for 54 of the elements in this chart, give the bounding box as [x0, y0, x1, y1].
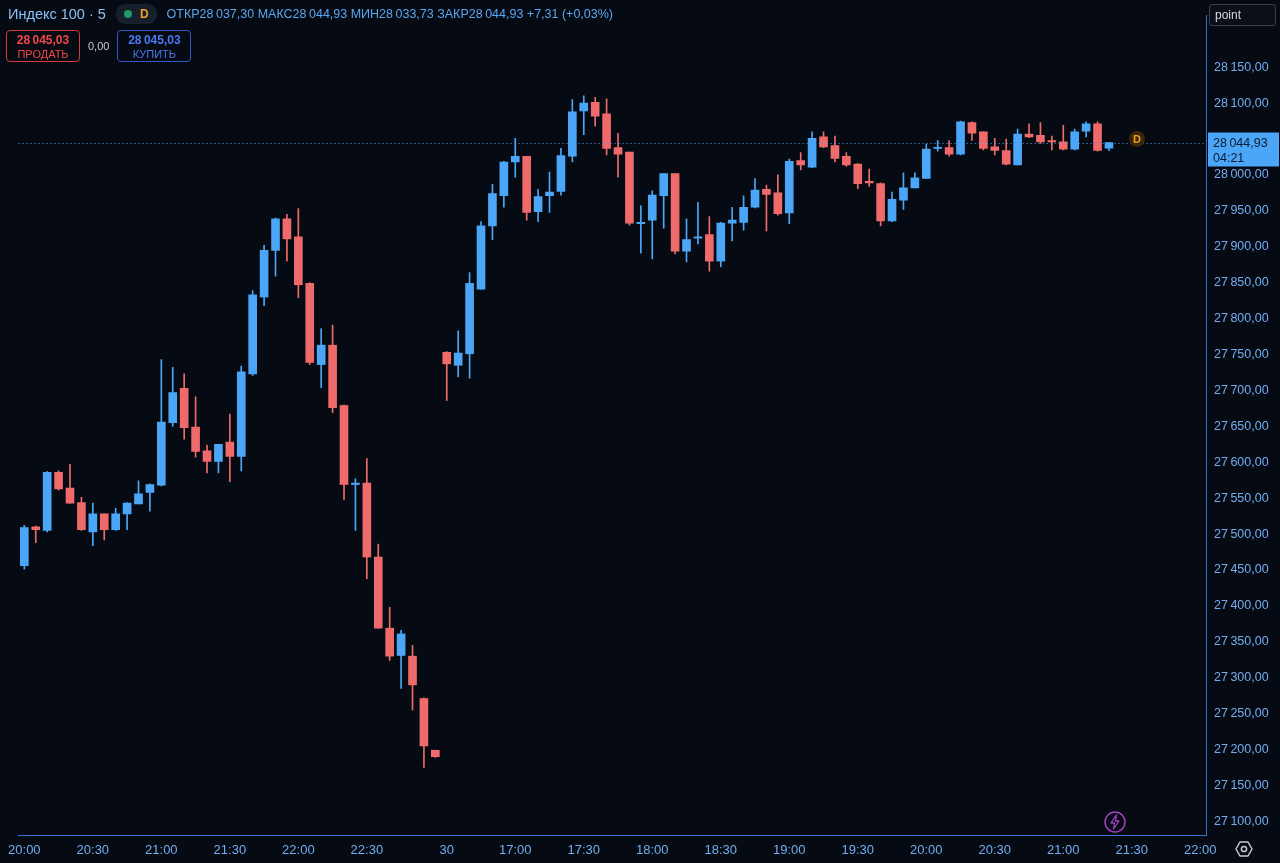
y-tick-label: 27 250,00	[1214, 706, 1269, 721]
x-tick-label: 18:00	[636, 842, 669, 858]
annotation: D	[139, 7, 149, 21]
y-tick-label: 27 950,00	[1214, 203, 1269, 218]
candlestick	[613, 132, 623, 178]
sell-button: 28 045,03 ПРОДАТЬ	[6, 30, 80, 62]
x-tick-label: 19:00	[773, 842, 806, 858]
y-tick-label: 27 650,00	[1214, 418, 1269, 433]
x-tick-label: 20:30	[76, 842, 110, 858]
x-tick-label: 22:30	[350, 842, 384, 858]
y-tick-label: 27 800,00	[1214, 311, 1269, 326]
x-tick-label: 22:00	[282, 842, 315, 858]
x-tick-label: 21:00	[1047, 842, 1080, 858]
y-tick-label: 27 400,00	[1214, 598, 1269, 613]
x-tick-label: 21:30	[213, 842, 247, 858]
ref-line-label: 28 044,93	[1213, 135, 1268, 150]
x-tick-label: 21:30	[1115, 842, 1149, 858]
y-tick-label: 27 550,00	[1214, 490, 1269, 505]
x-tick-label: 30	[439, 842, 454, 858]
y-tick-label: 27 500,00	[1214, 526, 1269, 541]
y-tick-label: 27 600,00	[1214, 454, 1269, 469]
text: 04:21	[1213, 150, 1245, 165]
buy-button: 28 045,03 КУПИТЬ	[117, 30, 192, 62]
candlestick	[864, 168, 874, 187]
y-tick-label: 27 750,00	[1214, 346, 1269, 361]
annotation: 0,00	[88, 40, 110, 52]
x-tick-label: 20:00	[910, 842, 943, 858]
y-tick-label: 27 850,00	[1214, 275, 1269, 290]
x-tick-label: 18:30	[704, 842, 738, 858]
x-tick-label: 17:00	[498, 842, 532, 858]
y-tick-label: 27 700,00	[1214, 382, 1269, 397]
y-tick-label: 27 150,00	[1214, 777, 1269, 792]
candlestick	[579, 95, 589, 136]
candlestick	[225, 413, 235, 482]
y-tick-label: 27 100,00	[1214, 813, 1269, 828]
x-tick-label: 17:30	[567, 842, 601, 858]
x-tick-label: 20:00	[8, 842, 41, 858]
y-tick-label: 28 150,00	[1214, 59, 1269, 74]
x-tick-label: 20:30	[978, 842, 1012, 858]
x-tick-label: 21:00	[145, 842, 178, 858]
candlestick	[442, 351, 452, 401]
y-tick-label: 28 000,00	[1214, 167, 1269, 182]
y-tick-label: 27 200,00	[1214, 741, 1269, 756]
annotation: D	[1129, 131, 1145, 147]
y-tick-label: 27 300,00	[1214, 670, 1269, 685]
chart-subtitle: ОТКР28 037,30 МАКС28 044,93 МИН28 033,73 ЗАКР28 044,93 +7,31 (+0,03%)	[166, 7, 614, 21]
y-tick-label: 27 350,00	[1214, 634, 1269, 649]
y-tick-label: 27 900,00	[1214, 239, 1269, 254]
chart-title: Индекс 100 · 5	[8, 6, 106, 22]
select-field: point	[1209, 4, 1276, 26]
x-tick-label: 19:30	[841, 842, 875, 858]
x-tick-label: 22:00	[1184, 842, 1217, 858]
y-tick-label: 27 450,00	[1214, 562, 1269, 577]
y-tick-label: 28 100,00	[1214, 95, 1269, 110]
